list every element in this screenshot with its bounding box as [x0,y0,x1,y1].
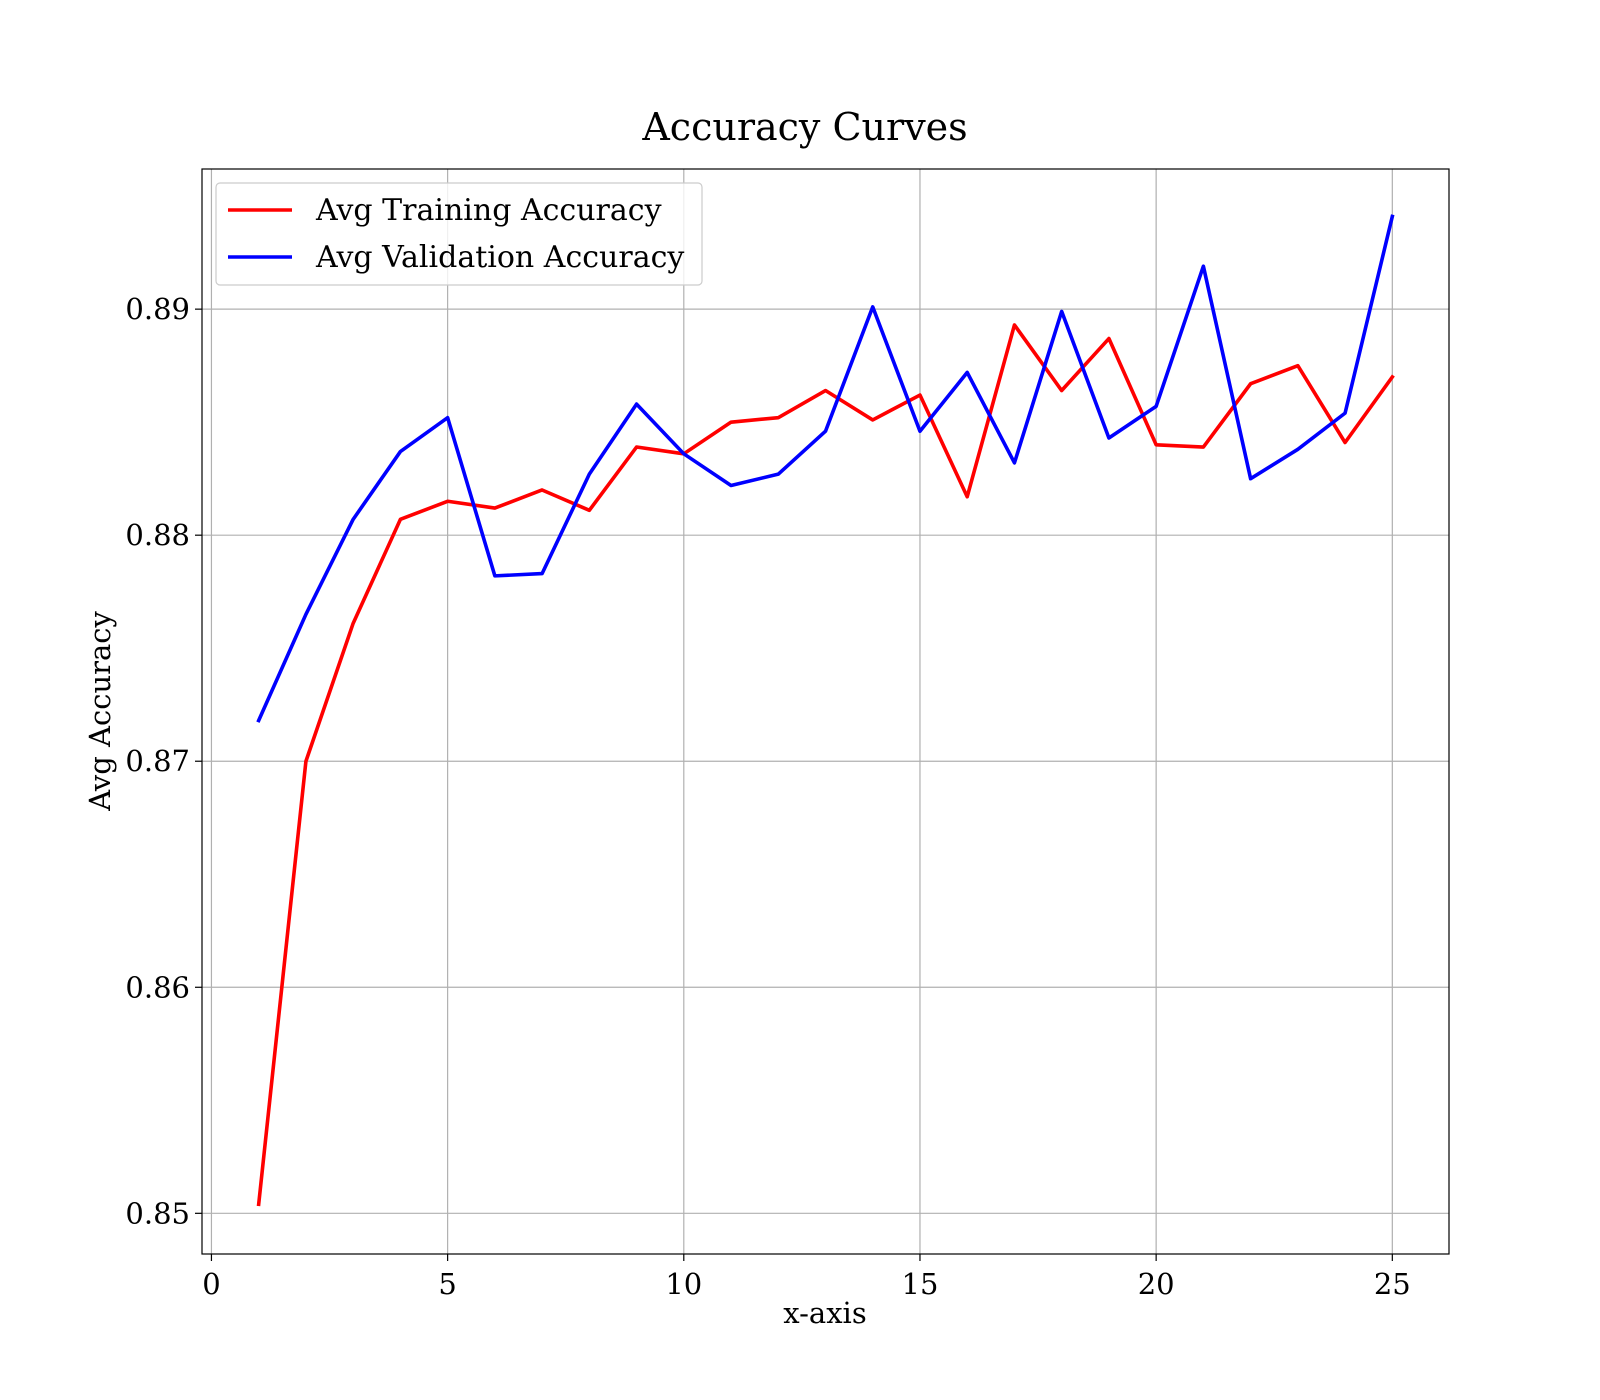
chart-title: Accuracy Curves [641,105,967,149]
legend: Avg Training Accuracy Avg Validation Accu… [215,182,703,286]
y-tick-label: 0.88 [125,518,190,552]
series-line-validation [256,214,1395,723]
y-tick-label: 0.89 [125,292,190,326]
plot-frame [201,168,1450,1255]
x-tick-label: 25 [1374,1267,1411,1301]
x-tick-label: 20 [1138,1267,1175,1301]
y-axis-label: Avg Accuracy [83,610,117,811]
series-lines [256,214,1395,1207]
legend-box [215,182,703,286]
grid-lines [202,169,1449,1254]
y-tick-label: 0.86 [125,970,190,1004]
legend-label: Avg Training Accuracy [315,193,662,228]
x-tick-label: 5 [438,1267,456,1301]
axis-ticks: 0 5 10 15 20 25 0.85 0.86 0.87 0.88 0.89 [125,292,1410,1301]
legend-label: Avg Validation Accuracy [315,240,684,275]
series-line-training [256,323,1395,1207]
x-tick-label: 15 [902,1267,939,1301]
x-tick-label: 10 [665,1267,702,1301]
x-axis-label: x-axis [783,1296,866,1330]
y-tick-label: 0.85 [125,1196,190,1230]
y-tick-label: 0.87 [125,744,190,778]
x-tick-label: 0 [202,1267,220,1301]
